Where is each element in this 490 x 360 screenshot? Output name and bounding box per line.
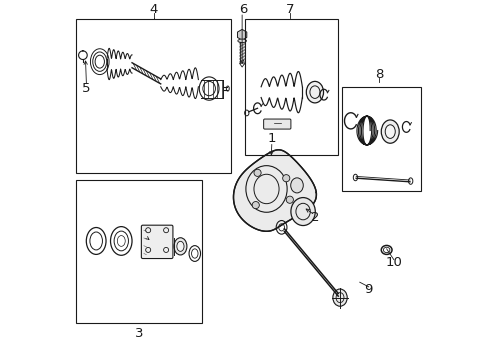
Ellipse shape: [291, 198, 315, 226]
Circle shape: [286, 196, 294, 203]
Ellipse shape: [274, 121, 281, 125]
Text: 2: 2: [311, 211, 319, 224]
Polygon shape: [233, 150, 317, 231]
Text: 4: 4: [149, 3, 158, 16]
Text: 7: 7: [286, 3, 294, 16]
Text: 3: 3: [135, 327, 144, 340]
Ellipse shape: [291, 178, 303, 193]
Text: 10: 10: [386, 256, 402, 269]
Circle shape: [283, 175, 290, 182]
Circle shape: [254, 169, 261, 176]
Ellipse shape: [333, 289, 347, 306]
Ellipse shape: [306, 81, 323, 103]
Text: 1: 1: [268, 132, 276, 145]
Text: 6: 6: [239, 3, 247, 16]
Ellipse shape: [385, 125, 395, 138]
Bar: [76, 19, 231, 173]
Bar: [76, 180, 202, 323]
FancyBboxPatch shape: [141, 225, 173, 258]
Circle shape: [252, 202, 259, 209]
Text: 8: 8: [375, 68, 384, 81]
FancyBboxPatch shape: [264, 119, 291, 129]
Text: 5: 5: [82, 82, 91, 95]
Bar: [342, 87, 421, 191]
Ellipse shape: [174, 238, 187, 255]
Text: 9: 9: [365, 283, 373, 296]
Bar: [245, 19, 338, 155]
Ellipse shape: [381, 120, 399, 143]
Ellipse shape: [177, 241, 184, 251]
Ellipse shape: [238, 39, 246, 42]
